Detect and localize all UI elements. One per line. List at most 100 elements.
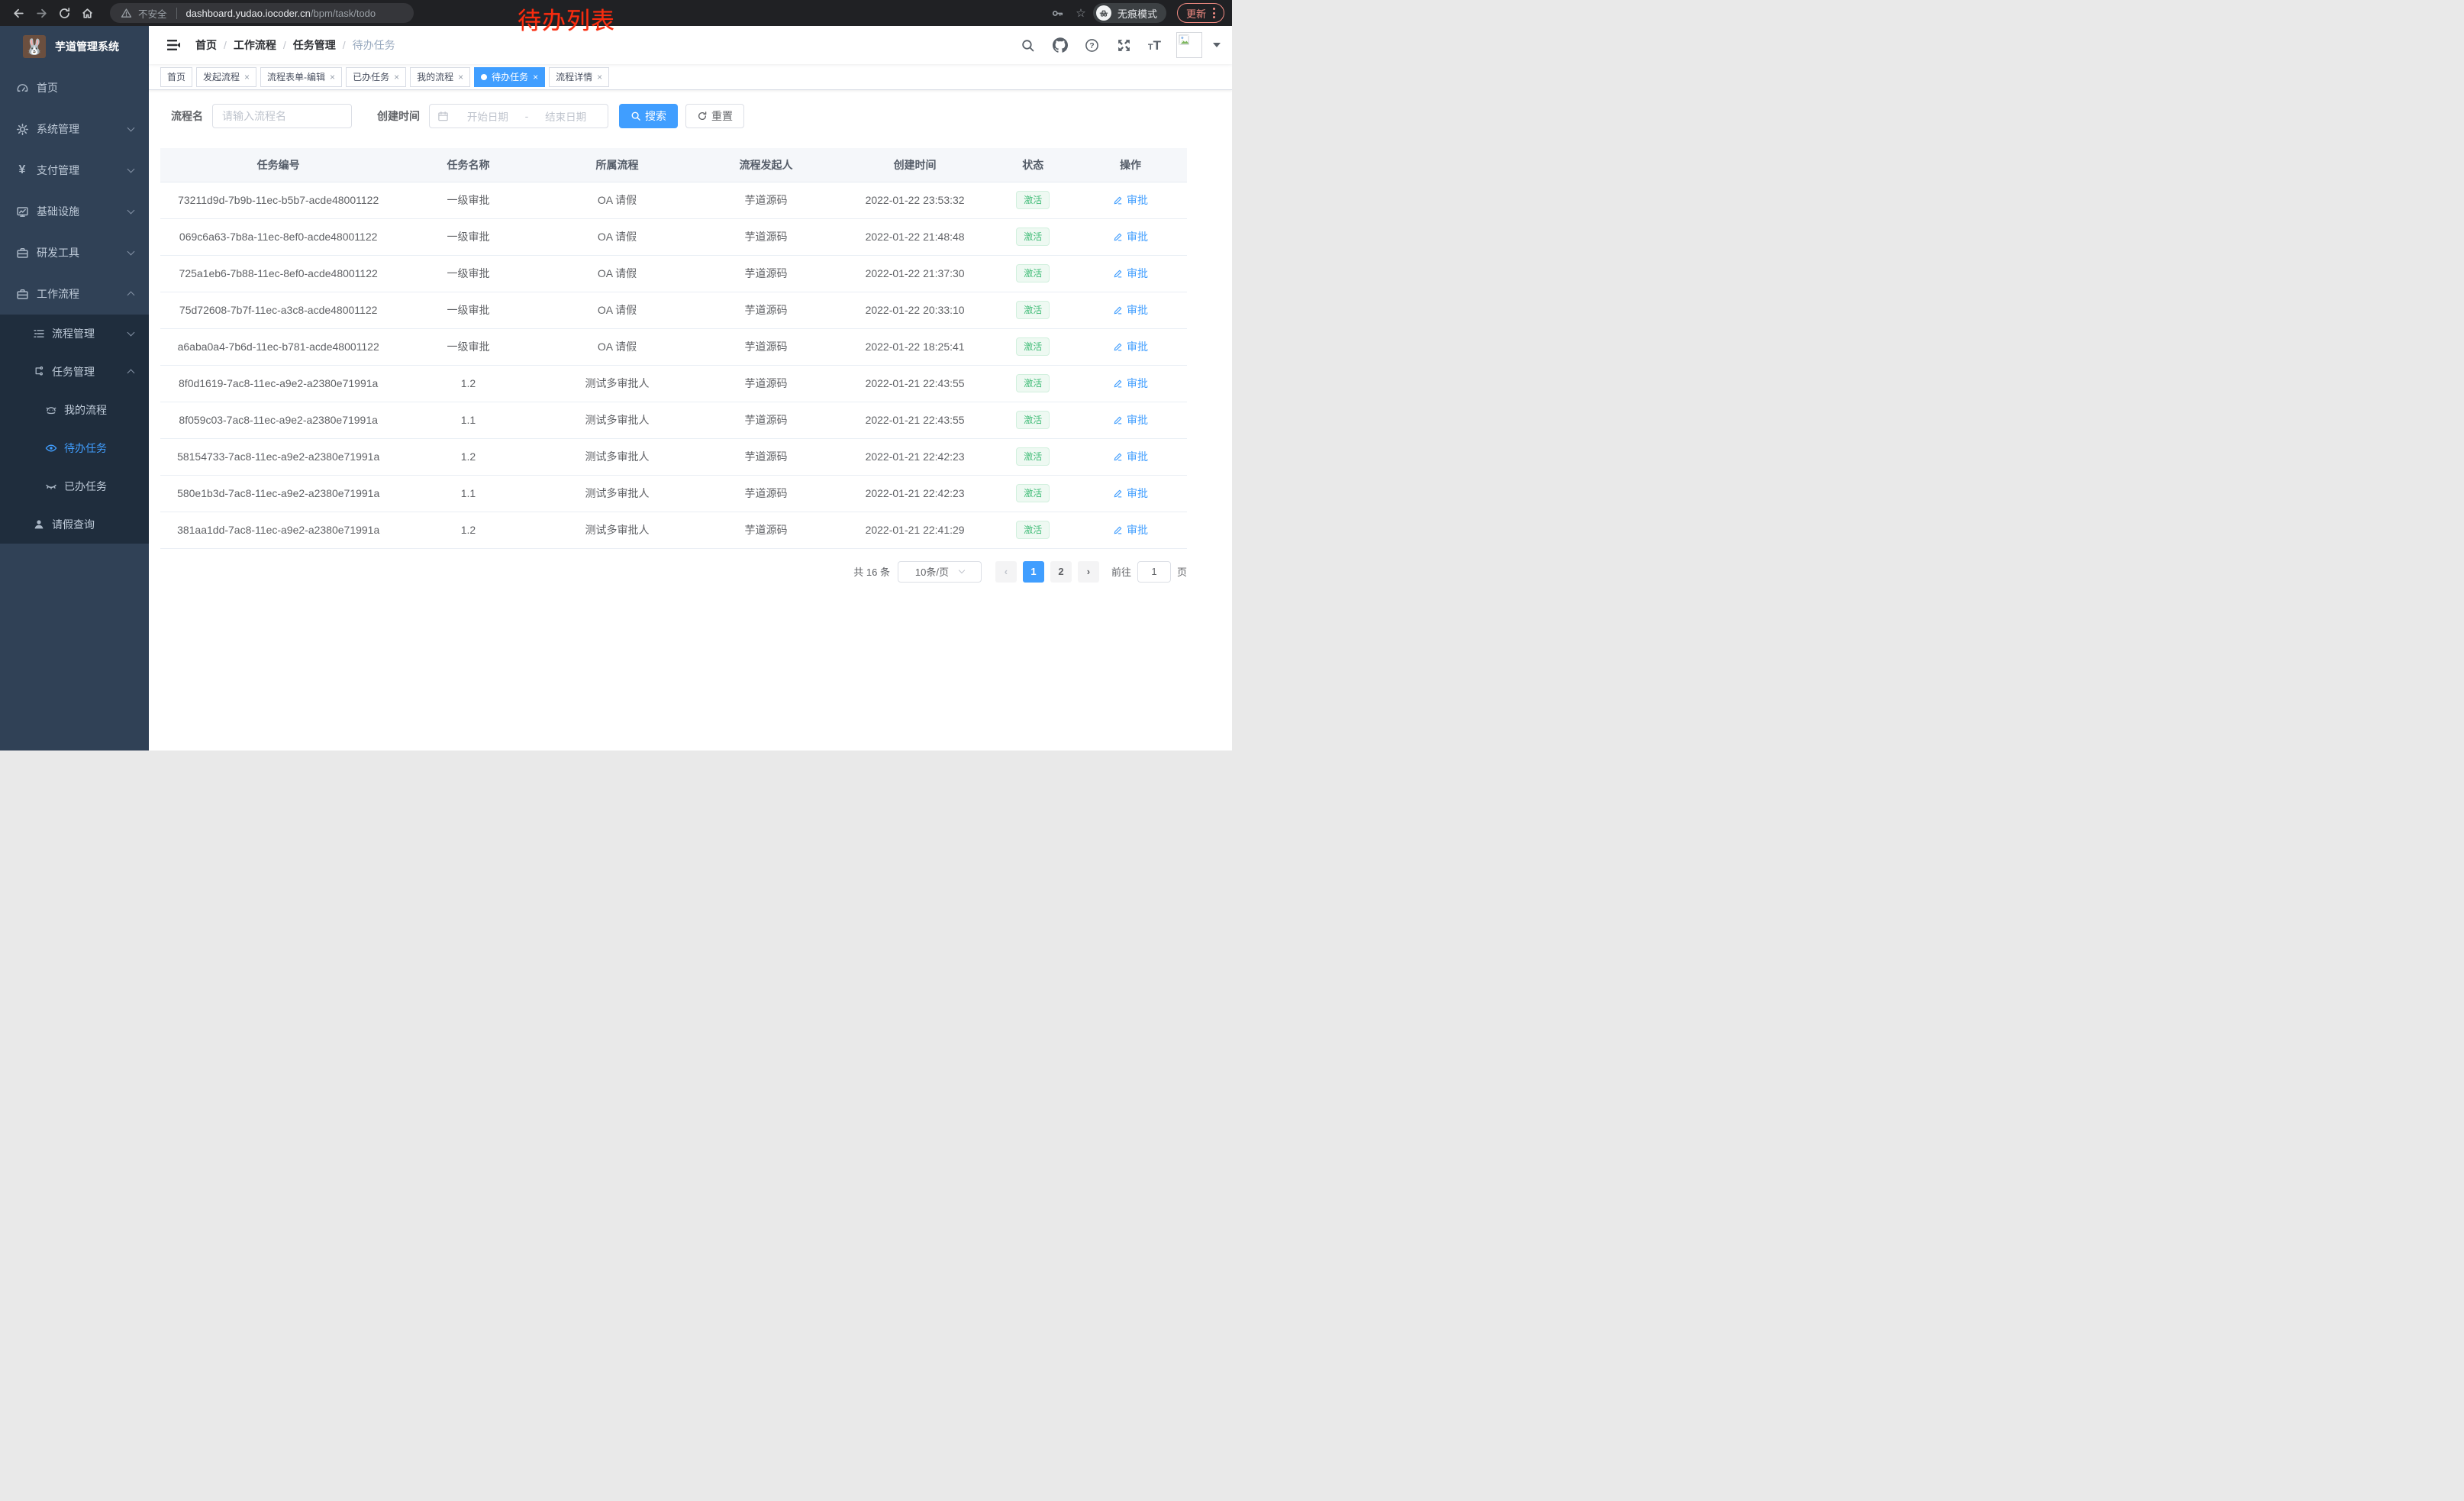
tab-process-detail[interactable]: 流程详情 ×	[549, 66, 610, 87]
approve-link-label: 审批	[1127, 524, 1149, 536]
cell-create-time: 2022-01-22 21:37:30	[837, 255, 992, 292]
close-icon[interactable]: ×	[394, 71, 400, 82]
close-icon[interactable]: ×	[330, 71, 336, 82]
tab-my-process[interactable]: 我的流程 ×	[410, 66, 471, 87]
avatar-caret-icon[interactable]	[1213, 43, 1221, 47]
tab-home[interactable]: 首页	[160, 66, 193, 87]
sidebar-logo[interactable]: 🐰 芋道管理系统	[0, 26, 149, 67]
breadcrumb-task-mgmt[interactable]: 任务管理	[292, 39, 336, 51]
sidebar-item-todo-tasks[interactable]: 待办任务	[0, 429, 149, 467]
approve-link[interactable]: 审批	[1113, 449, 1148, 464]
breadcrumb-workflow[interactable]: 工作流程	[233, 39, 276, 51]
close-icon[interactable]: ×	[244, 71, 250, 82]
sidebar-item-devtools[interactable]: 研发工具	[0, 232, 149, 273]
cell-task-name: 一级审批	[396, 328, 540, 366]
approve-link-label: 审批	[1127, 231, 1149, 243]
status-badge: 激活	[1016, 337, 1050, 357]
cell-starter: 芋道源码	[694, 365, 838, 402]
sidebar-item-label: 系统管理	[37, 123, 79, 135]
dashboard-icon	[15, 81, 29, 95]
browser-reload-icon[interactable]	[53, 2, 75, 24]
tab-label: 发起流程	[203, 72, 240, 82]
fullscreen-icon[interactable]	[1116, 37, 1133, 53]
tab-start-process[interactable]: 发起流程 ×	[196, 66, 257, 87]
cell-starter: 芋道源码	[694, 438, 838, 476]
cell-task-name: 一级审批	[396, 292, 540, 329]
sidebar-item-my-process[interactable]: 我的流程	[0, 391, 149, 429]
sidebar-item-label: 已办任务	[64, 480, 107, 492]
approve-link[interactable]: 审批	[1113, 376, 1148, 391]
page-content: 流程名 创建时间 开始日期 - 结束日期 搜索	[149, 90, 1232, 750]
browser-forward-icon[interactable]	[31, 2, 52, 24]
sidebar-item-process-mgmt[interactable]: 流程管理	[0, 315, 149, 353]
approve-link[interactable]: 审批	[1113, 229, 1148, 244]
bookmark-star-icon[interactable]: ☆	[1070, 2, 1092, 24]
date-range-picker[interactable]: 开始日期 - 结束日期	[429, 104, 608, 128]
sidebar-item-payment[interactable]: ¥ 支付管理	[0, 150, 149, 191]
url-bar[interactable]: 不安全 dashboard.yudao.iocoder.cn/bpm/task/…	[110, 3, 414, 23]
breadcrumb-separator: /	[224, 39, 227, 51]
approve-link-label: 审批	[1127, 341, 1149, 353]
sidebar-item-home[interactable]: 首页	[0, 67, 149, 108]
approve-link[interactable]: 审批	[1113, 266, 1148, 281]
table-row: 381aa1dd-7ac8-11ec-a9e2-a2380e71991a 1.2…	[160, 512, 1187, 549]
cell-task-id: 8f0d1619-7ac8-11ec-a9e2-a2380e71991a	[160, 365, 397, 402]
date-separator: -	[524, 110, 529, 122]
tab-done-tasks[interactable]: 已办任务 ×	[346, 66, 407, 87]
user-avatar[interactable]	[1176, 32, 1202, 58]
approve-link[interactable]: 审批	[1113, 339, 1148, 354]
close-icon[interactable]: ×	[533, 71, 539, 82]
sidebar-item-task-mgmt[interactable]: 任务管理	[0, 353, 149, 391]
search-button[interactable]: 搜索	[619, 104, 678, 128]
browser-menu-dots-icon[interactable]	[1213, 8, 1215, 18]
approve-link[interactable]: 审批	[1113, 486, 1148, 501]
next-page-button[interactable]: ›	[1077, 560, 1099, 583]
page-button-2[interactable]: 2	[1050, 560, 1072, 583]
close-icon[interactable]: ×	[458, 71, 464, 82]
approve-link[interactable]: 审批	[1113, 522, 1148, 537]
browser-back-icon[interactable]	[8, 2, 29, 24]
cell-create-time: 2022-01-22 20:33:10	[837, 292, 992, 329]
prev-page-button[interactable]: ‹	[995, 560, 1017, 583]
browser-home-icon[interactable]	[76, 2, 98, 24]
sidebar: 🐰 芋道管理系统 首页 系统管理 ¥	[0, 26, 149, 750]
search-icon[interactable]	[1020, 37, 1037, 53]
sidebar-item-system[interactable]: 系统管理	[0, 108, 149, 150]
tab-form-edit[interactable]: 流程表单-编辑 ×	[260, 66, 343, 87]
cell-create-time: 2022-01-21 22:43:55	[837, 365, 992, 402]
close-icon[interactable]: ×	[597, 71, 603, 82]
status-badge: 激活	[1016, 447, 1050, 466]
incognito-icon	[1095, 5, 1111, 21]
chevron-down-icon	[127, 206, 135, 215]
tab-todo-tasks[interactable]: 待办任务 ×	[474, 66, 546, 87]
browser-update-button[interactable]: 更新	[1176, 3, 1224, 23]
svg-text:?: ?	[1090, 41, 1095, 50]
chevron-down-icon	[127, 247, 135, 256]
page-size-select[interactable]: 10条/页	[897, 560, 982, 583]
sidebar-item-infra[interactable]: 基础设施	[0, 191, 149, 232]
page-button-1[interactable]: 1	[1022, 560, 1044, 583]
sidebar-item-label: 首页	[37, 82, 58, 94]
approve-link[interactable]: 审批	[1113, 302, 1148, 318]
breadcrumb-current: 待办任务	[352, 39, 395, 51]
tab-label: 待办任务	[492, 72, 529, 82]
reset-button[interactable]: 重置	[685, 104, 744, 128]
cell-create-time: 2022-01-21 22:42:23	[837, 475, 992, 512]
tab-label: 已办任务	[353, 72, 390, 82]
goto-page-input[interactable]	[1137, 560, 1171, 583]
github-icon[interactable]	[1052, 37, 1069, 53]
help-icon[interactable]: ?	[1084, 37, 1101, 53]
breadcrumb-home[interactable]: 首页	[195, 39, 217, 51]
approve-link[interactable]: 审批	[1113, 412, 1148, 428]
flow-icon	[32, 366, 45, 379]
approve-link[interactable]: 审批	[1113, 192, 1148, 208]
logo-title: 芋道管理系统	[55, 40, 119, 53]
password-key-icon[interactable]	[1047, 2, 1069, 24]
sidebar-item-done-tasks[interactable]: 已办任务	[0, 467, 149, 505]
sidebar-collapse-icon[interactable]	[160, 32, 186, 58]
sidebar-item-workflow[interactable]: 工作流程	[0, 273, 149, 315]
process-name-input[interactable]	[212, 104, 352, 128]
col-header-process: 所属流程	[540, 148, 695, 182]
sidebar-item-leave-query[interactable]: 请假查询	[0, 505, 149, 544]
